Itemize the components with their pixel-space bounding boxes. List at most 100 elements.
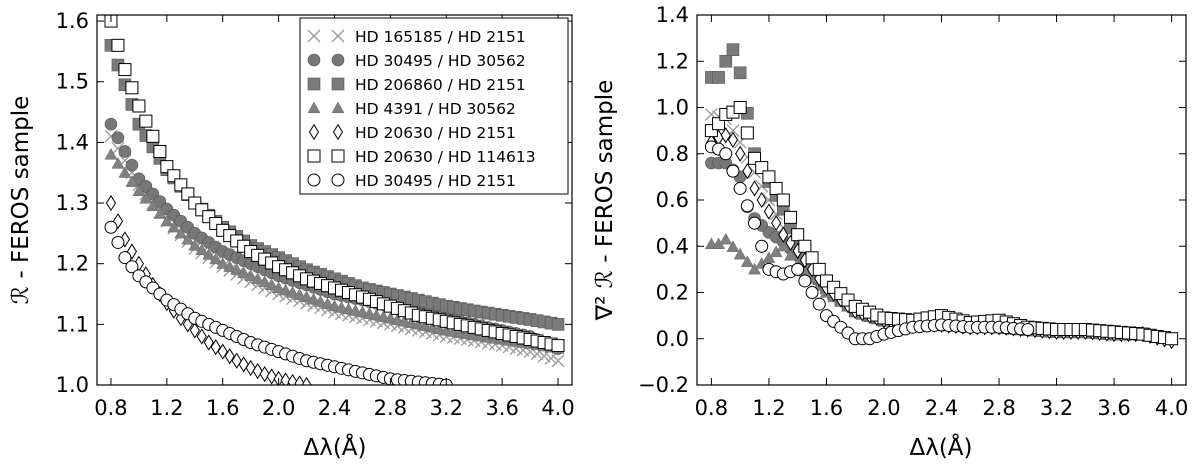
y-tick-label: 0.8 xyxy=(656,142,689,166)
legend-entry: HD 30495 / HD 30562 xyxy=(307,52,526,70)
x-tick-label: 1.2 xyxy=(150,396,183,420)
data-point xyxy=(217,343,228,360)
data-point xyxy=(125,81,139,95)
legend-entry: HD 20630 / HD 114613 xyxy=(307,148,536,166)
data-point xyxy=(726,164,740,178)
data-point xyxy=(740,199,754,213)
data-point xyxy=(167,220,181,233)
data-point xyxy=(776,239,790,252)
data-point xyxy=(251,272,265,284)
data-point xyxy=(735,145,746,162)
data-point xyxy=(335,301,348,313)
data-point xyxy=(798,274,812,288)
data-point xyxy=(762,170,776,184)
legend-label: HD 30495 / HD 30562 xyxy=(355,52,526,70)
x-tick-label: 4.0 xyxy=(1155,396,1188,420)
y-tick-label: 1.4 xyxy=(656,3,689,27)
data-point xyxy=(105,194,117,212)
data-point xyxy=(749,180,760,197)
data-point xyxy=(349,304,362,316)
data-point xyxy=(719,232,733,245)
data-point xyxy=(783,210,797,224)
legend-entry: HD 165185 / HD 2151 xyxy=(307,28,526,46)
data-point xyxy=(307,149,321,163)
data-point xyxy=(139,114,153,128)
data-point xyxy=(369,308,383,321)
data-point xyxy=(286,285,300,298)
data-point xyxy=(287,373,298,385)
data-point xyxy=(300,290,313,303)
data-point xyxy=(332,123,344,141)
y-tick-label: 1.1 xyxy=(56,312,89,336)
x-tick-label: 2.8 xyxy=(374,396,407,420)
x-mark-stroke xyxy=(331,29,345,43)
legend-label: HD 20630 / HD 114613 xyxy=(355,148,536,166)
data-point xyxy=(331,173,345,187)
data-point xyxy=(104,117,118,131)
plot-area xyxy=(704,43,1179,350)
data-point xyxy=(111,235,125,249)
data-point xyxy=(111,157,125,169)
data-point xyxy=(755,239,769,253)
x-tick-label: 2.4 xyxy=(318,396,351,420)
plot-area xyxy=(104,15,565,385)
data-point xyxy=(111,38,125,52)
x-tick-label: 3.2 xyxy=(1040,396,1073,420)
legend-entry: HD 20630 / HD 2151 xyxy=(308,123,516,142)
data-point xyxy=(202,248,216,260)
legend-label: HD 20630 / HD 2151 xyxy=(355,124,516,142)
x-axis-label: Δλ(Å) xyxy=(303,433,366,461)
data-point xyxy=(266,368,277,385)
data-point xyxy=(307,29,321,43)
legend-label: HD 4391 / HD 30562 xyxy=(355,100,516,118)
x-tick-label: 2.4 xyxy=(925,396,958,420)
data-point xyxy=(551,339,565,353)
legend-entry: HD 206860 / HD 2151 xyxy=(307,76,526,94)
x-mark-stroke xyxy=(544,352,558,365)
y-tick-label: 0.6 xyxy=(656,188,689,212)
x-tick-label: 1.6 xyxy=(810,396,843,420)
data-point xyxy=(181,232,195,245)
data-point xyxy=(259,365,270,383)
x-tick-label: 3.2 xyxy=(430,396,463,420)
data-point xyxy=(418,319,432,331)
x-mark-stroke xyxy=(307,29,321,43)
data-point xyxy=(188,238,202,251)
data-point xyxy=(331,29,345,43)
y-tick-label: 0.4 xyxy=(656,234,689,258)
x-tick-label: 1.6 xyxy=(206,396,239,420)
chart-panel-1: 0.8 1.2 1.6 2.0 2.4 2.8 3.2 3.6 4.0 1.0 1.1 1.2 1.3 1… xyxy=(8,9,575,461)
data-point xyxy=(104,220,118,234)
data-point xyxy=(791,228,805,242)
data-point xyxy=(383,311,397,324)
data-point xyxy=(307,53,321,67)
data-point xyxy=(265,278,279,290)
data-point xyxy=(153,207,167,219)
data-point xyxy=(712,71,725,84)
data-point xyxy=(740,126,754,140)
series-hd-30495-hd-2151 xyxy=(704,140,1035,346)
data-point xyxy=(733,181,747,195)
data-point xyxy=(118,63,132,77)
data-point xyxy=(798,239,812,253)
x-tick-label: 0.8 xyxy=(94,396,127,420)
data-point xyxy=(258,275,272,287)
data-point xyxy=(733,247,747,260)
data-point xyxy=(769,181,783,195)
x-mark-stroke xyxy=(111,141,125,155)
data-point xyxy=(195,243,209,256)
data-point xyxy=(342,302,355,315)
legend-label: HD 30495 / HD 2151 xyxy=(355,172,516,190)
legend-label: HD 206860 / HD 2151 xyxy=(355,76,526,94)
legend-entry: HD 30495 / HD 2151 xyxy=(307,172,516,190)
data-point xyxy=(727,131,739,149)
data-point xyxy=(812,297,826,311)
data-point xyxy=(363,307,376,319)
data-point xyxy=(279,283,293,296)
data-point xyxy=(726,43,740,56)
data-point xyxy=(321,297,334,309)
data-point xyxy=(272,281,286,294)
data-point xyxy=(210,338,221,356)
